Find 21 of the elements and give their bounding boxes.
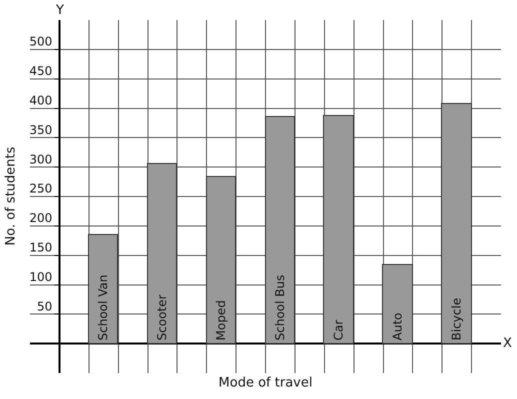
y-tick-label: 50 (37, 299, 52, 314)
x-tick-label: School Bus (273, 274, 287, 340)
y-tick-label: 450 (29, 64, 52, 78)
y-axis-title: No. of students (4, 146, 19, 246)
y-tick-label: 250 (29, 182, 52, 196)
y-tick-label: 400 (29, 93, 52, 108)
x-tick-label: Bicycle (450, 298, 464, 340)
y-tick-label: 350 (29, 122, 52, 137)
x-tick-label: Scooter (155, 294, 169, 340)
y-tick-label: 500 (29, 34, 52, 49)
x-tick-label: Moped (214, 300, 228, 340)
y-tick-label: 200 (29, 211, 52, 226)
y-tick-label: 100 (29, 270, 52, 284)
x-tick-label: Car (332, 320, 346, 340)
x-tick-label: School Van (96, 274, 110, 340)
y-tick-label: 150 (29, 240, 52, 255)
x-axis-title: Mode of travel (218, 376, 312, 391)
x-tick-label: Auto (390, 312, 404, 340)
text: Y (55, 3, 64, 18)
y-tick-label: 300 (29, 152, 52, 166)
text: X (503, 336, 512, 351)
